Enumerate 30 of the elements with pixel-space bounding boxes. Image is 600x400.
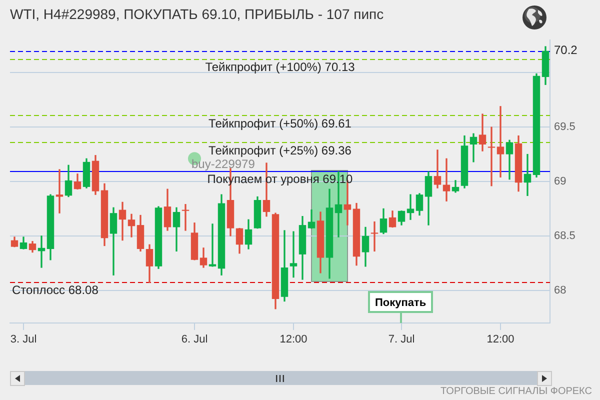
text: ТОРГОВЫЕ СИГНАЛЫ ФОРЕКС (440, 386, 592, 397)
candlestick (434, 150, 442, 188)
y-tick-label: 69 (554, 176, 566, 188)
candlestick (208, 224, 216, 267)
x-tick-label: 12:00 (280, 334, 308, 346)
candlestick (524, 154, 532, 196)
y-tick-label: 68.5 (554, 230, 576, 242)
annotation: Покупать (375, 297, 426, 309)
ref-line-label: 70.2 (554, 43, 578, 58)
candlestick (442, 158, 450, 202)
candlestick (118, 202, 126, 241)
annotation: buy-229979 (192, 156, 256, 171)
candlestick (370, 221, 378, 252)
ref-line-label: Стоплосс 68.08 (12, 282, 99, 297)
candlestick (290, 231, 298, 278)
x-tick-label: 6. Jul (181, 334, 208, 346)
ref-line-label: Тейкпрофит (+50%) 69.61 (208, 116, 352, 130)
ref-line-label: Тейкпрофит (+25%) 69.36 (208, 144, 352, 158)
y-tick-label: 68 (554, 284, 566, 296)
y-tick-label: 69.5 (554, 121, 576, 134)
candlestick (406, 194, 414, 220)
x-tick-label: 7. Jul (388, 334, 415, 346)
candlestick (496, 106, 504, 178)
x-tick-label: 12:00 (486, 334, 514, 346)
candlestick (182, 204, 190, 231)
candlestick (488, 126, 496, 186)
chart-title: WTI, H4#229989, ПОКУПАТЬ 69.10, ПРИБЫЛЬ - 107 пипс (10, 6, 384, 22)
x-tick-label: 3. Jul (10, 334, 37, 346)
candlestick (478, 114, 486, 152)
ref-line-label: Тейкпрофит (+100%) 70.13 (205, 60, 356, 74)
